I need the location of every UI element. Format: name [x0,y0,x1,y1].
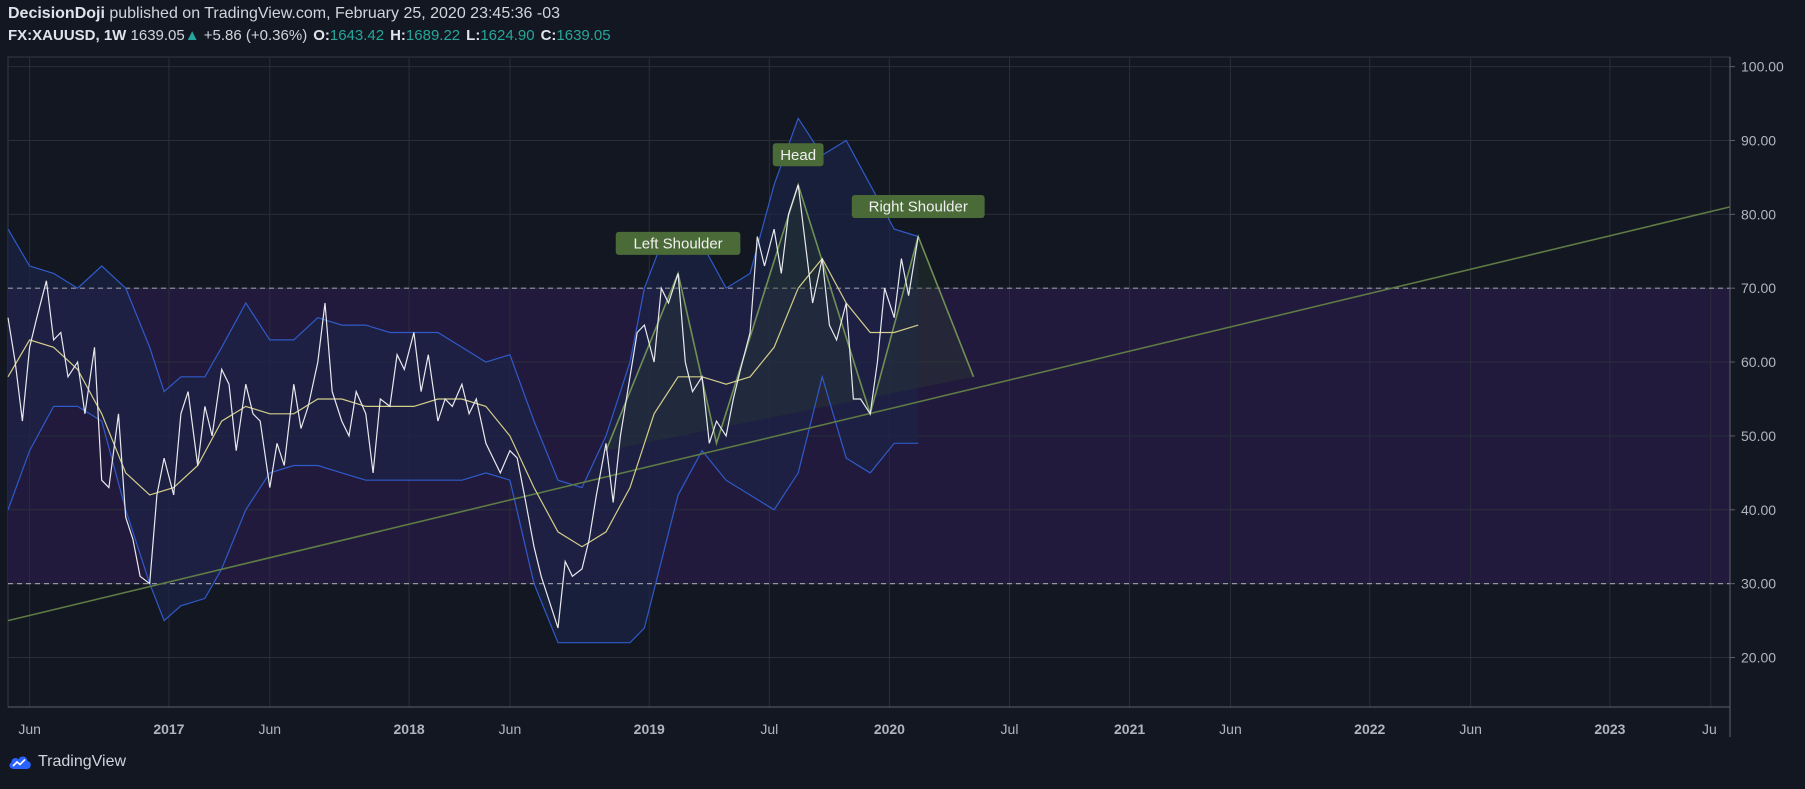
x-tick-label: Jun [1219,721,1242,737]
x-tick-label: 2018 [394,721,425,737]
x-tick-label: 2022 [1354,721,1385,737]
x-tick-label: Jun [1459,721,1482,737]
x-tick-label: Jun [499,721,522,737]
up-arrow-icon: ▲ [184,27,200,44]
low-label: L: [466,27,481,44]
x-tick-label: 2020 [874,721,905,737]
published-text: published on TradingView.com, February 2… [104,5,561,22]
annotation-box [851,194,985,218]
price-change: +5.86 (+0.36%) [203,27,308,44]
rsi-line [7,184,919,629]
close-label: C: [540,27,557,44]
symbol-info: FX:XAUUSD, 1W 1639.05▲ +5.86 (+0.36%) O:1… [8,26,611,46]
symbol-name[interactable]: FX:XAUUSD, 1W [8,27,127,44]
x-tick-label: 2023 [1594,721,1625,737]
y-tick-label: 90.00 [1741,132,1776,148]
x-tick-label: 2019 [634,721,665,737]
low-value: 1624.90 [480,27,535,44]
tradingview-footer[interactable]: TradingView [8,753,126,771]
x-tick-label: 2021 [1114,721,1145,737]
chart-canvas[interactable]: Left Shoulder Head Right Shoulder 100.00 90.… [0,52,1805,744]
x-tick-label: 2017 [153,721,184,737]
x-tick-label: Jun [258,721,281,737]
y-tick-label: 80.00 [1741,206,1776,222]
high-label: H: [390,27,406,44]
y-tick-label: 40.00 [1741,502,1776,518]
upper-bollinger-band [7,116,919,489]
annotation-label: Right Shoulder [869,198,968,215]
x-tick-label: Jul [1001,721,1019,737]
x-tick-label: Jul [760,721,778,737]
chart-header: DecisionDoji published on TradingView.co… [8,4,611,46]
publish-info: DecisionDoji published on TradingView.co… [8,4,611,24]
y-tick-label: 100.00 [1741,59,1784,75]
annotation-box [772,143,824,167]
annotation-label: Head [780,147,816,164]
trendline [7,206,1731,622]
tradingview-logo-icon [9,756,31,769]
x-tick-label: Jun [18,721,41,737]
high-value: 1689.22 [405,27,461,44]
open-value: 1643.42 [329,27,385,44]
x-tick-label: Ju [1702,721,1717,737]
y-tick-label: 30.00 [1741,576,1776,592]
lower-bollinger-band [7,374,919,644]
open-label: O: [313,27,330,44]
y-tick-label: 20.00 [1741,650,1776,666]
author-name[interactable]: DecisionDoji [8,5,105,22]
y-axis-panel [1730,57,1805,707]
last-price: 1639.05 [130,27,185,44]
y-tick-label: 50.00 [1741,428,1776,444]
tradingview-brand: TradingView [38,753,127,770]
annotation-box [615,231,741,255]
close-value: 1639.05 [556,27,611,44]
y-tick-label: 70.00 [1741,280,1776,296]
y-tick-label: 60.00 [1741,354,1776,370]
annotation-label: Left Shoulder [633,235,722,252]
